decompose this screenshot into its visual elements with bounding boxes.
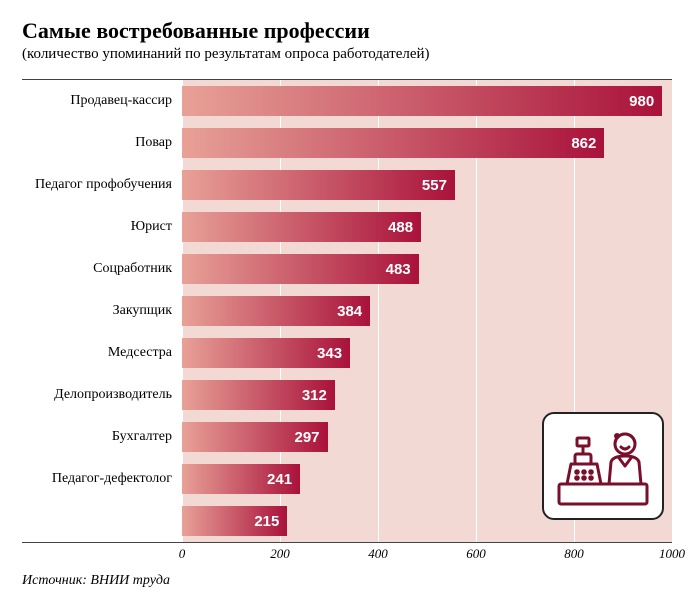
x-tick-label: 600 bbox=[466, 546, 486, 562]
x-axis: 02004006008001000 bbox=[22, 542, 672, 565]
bar: 488 bbox=[182, 212, 421, 242]
bar-value: 297 bbox=[294, 429, 327, 446]
category-label: Юрист bbox=[22, 206, 182, 248]
bar-row: 488 bbox=[182, 206, 672, 248]
bar-value: 215 bbox=[254, 513, 287, 530]
category-label: Делопроизводитель bbox=[22, 374, 182, 416]
page-subtitle: (количество упоминаний по результатам оп… bbox=[22, 46, 672, 63]
page-title: Самые востребованные профессии bbox=[22, 18, 672, 44]
bar: 483 bbox=[182, 254, 419, 284]
bar: 312 bbox=[182, 380, 335, 410]
gridline bbox=[672, 80, 673, 542]
category-label bbox=[22, 500, 182, 542]
bar-row: 862 bbox=[182, 122, 672, 164]
bar-value: 488 bbox=[388, 219, 421, 236]
x-axis-spacer bbox=[22, 543, 182, 565]
cashier-icon bbox=[553, 422, 653, 510]
category-label: Закупщик bbox=[22, 290, 182, 332]
category-label: Продавец-кассир bbox=[22, 80, 182, 122]
source-label: Источник: ВНИИ труда bbox=[22, 573, 672, 589]
bar: 215 bbox=[182, 506, 287, 536]
bar-value: 557 bbox=[422, 177, 455, 194]
bar-value: 343 bbox=[317, 345, 350, 362]
category-label: Бухгалтер bbox=[22, 416, 182, 458]
bar-row: 343 bbox=[182, 332, 672, 374]
category-label: Соцработник bbox=[22, 248, 182, 290]
bar-row: 483 bbox=[182, 248, 672, 290]
bar-value: 312 bbox=[302, 387, 335, 404]
bar-row: 557 bbox=[182, 164, 672, 206]
x-tick-label: 400 bbox=[368, 546, 388, 562]
category-label: Педагог-дефектолог bbox=[22, 458, 182, 500]
x-tick-label: 0 bbox=[179, 546, 186, 562]
bar-value: 862 bbox=[571, 135, 604, 152]
bar: 980 bbox=[182, 86, 662, 116]
illustration-box bbox=[542, 412, 664, 520]
x-tick-label: 800 bbox=[564, 546, 584, 562]
bar: 343 bbox=[182, 338, 350, 368]
bar-row: 384 bbox=[182, 290, 672, 332]
bar-row: 312 bbox=[182, 374, 672, 416]
bar: 241 bbox=[182, 464, 300, 494]
category-label: Повар bbox=[22, 122, 182, 164]
bar-value: 980 bbox=[629, 93, 662, 110]
x-tick-label: 200 bbox=[270, 546, 290, 562]
bar: 384 bbox=[182, 296, 370, 326]
bar: 557 bbox=[182, 170, 455, 200]
bar-row: 980 bbox=[182, 80, 672, 122]
category-label: Педагог профобучения bbox=[22, 164, 182, 206]
bar: 297 bbox=[182, 422, 328, 452]
y-axis-labels: Продавец-кассирПоварПедагог профобучения… bbox=[22, 80, 182, 542]
x-axis-ticks: 02004006008001000 bbox=[182, 543, 672, 565]
bar: 862 bbox=[182, 128, 604, 158]
x-tick-label: 1000 bbox=[659, 546, 685, 562]
category-label: Медсестра bbox=[22, 332, 182, 374]
bar-value: 483 bbox=[386, 261, 419, 278]
bar-value: 384 bbox=[337, 303, 370, 320]
bar-value: 241 bbox=[267, 471, 300, 488]
